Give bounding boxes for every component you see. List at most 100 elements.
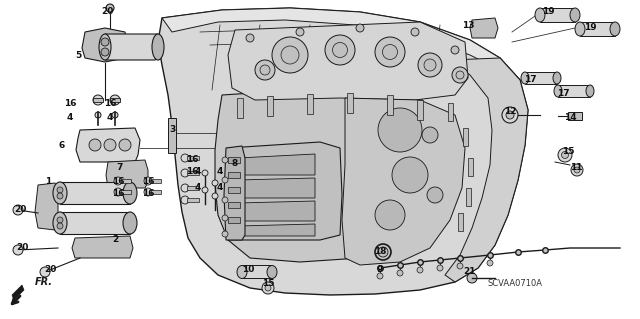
Polygon shape bbox=[242, 265, 272, 278]
Circle shape bbox=[397, 270, 403, 276]
Ellipse shape bbox=[610, 22, 620, 36]
Bar bbox=[347, 93, 353, 113]
Text: 9: 9 bbox=[377, 265, 383, 275]
Text: 16: 16 bbox=[141, 189, 154, 197]
Circle shape bbox=[110, 95, 120, 105]
Circle shape bbox=[13, 245, 23, 255]
Circle shape bbox=[452, 67, 468, 83]
Text: 4: 4 bbox=[107, 114, 113, 122]
Circle shape bbox=[265, 285, 271, 291]
Circle shape bbox=[95, 112, 101, 118]
Bar bbox=[228, 202, 240, 208]
Circle shape bbox=[456, 71, 464, 79]
Ellipse shape bbox=[553, 72, 561, 84]
Text: 4: 4 bbox=[217, 182, 223, 191]
Polygon shape bbox=[540, 8, 575, 22]
Ellipse shape bbox=[586, 85, 594, 97]
Ellipse shape bbox=[123, 212, 137, 234]
Circle shape bbox=[40, 267, 50, 277]
Bar bbox=[267, 96, 273, 116]
Polygon shape bbox=[238, 201, 315, 221]
Text: 17: 17 bbox=[524, 76, 536, 85]
Circle shape bbox=[260, 65, 270, 75]
Text: 15: 15 bbox=[562, 147, 574, 157]
Text: 8: 8 bbox=[232, 159, 238, 167]
Circle shape bbox=[411, 28, 419, 36]
Circle shape bbox=[262, 282, 274, 294]
Text: 13: 13 bbox=[461, 20, 474, 29]
Polygon shape bbox=[238, 154, 315, 175]
Text: 21: 21 bbox=[464, 268, 476, 277]
Text: 16: 16 bbox=[112, 177, 124, 187]
Circle shape bbox=[418, 53, 442, 77]
Text: 20: 20 bbox=[16, 243, 28, 253]
Ellipse shape bbox=[267, 265, 277, 278]
Circle shape bbox=[437, 265, 443, 271]
Ellipse shape bbox=[570, 8, 580, 22]
Bar bbox=[228, 217, 240, 223]
Circle shape bbox=[89, 139, 101, 151]
Circle shape bbox=[202, 170, 208, 176]
Polygon shape bbox=[60, 182, 130, 204]
Circle shape bbox=[356, 24, 364, 32]
Polygon shape bbox=[106, 160, 148, 188]
Polygon shape bbox=[60, 212, 130, 234]
Text: 4: 4 bbox=[195, 182, 201, 191]
Bar bbox=[568, 112, 582, 120]
Circle shape bbox=[457, 263, 463, 269]
Ellipse shape bbox=[123, 182, 137, 204]
Polygon shape bbox=[238, 178, 315, 198]
Circle shape bbox=[574, 167, 580, 173]
Text: 20: 20 bbox=[44, 265, 56, 275]
Circle shape bbox=[181, 196, 189, 204]
Circle shape bbox=[383, 44, 397, 60]
Circle shape bbox=[114, 188, 122, 196]
Circle shape bbox=[112, 112, 118, 118]
Ellipse shape bbox=[575, 22, 585, 36]
Text: 1: 1 bbox=[45, 177, 51, 187]
Bar bbox=[187, 171, 199, 175]
Text: 11: 11 bbox=[570, 164, 582, 173]
Circle shape bbox=[422, 127, 438, 143]
Circle shape bbox=[377, 273, 383, 279]
Bar bbox=[151, 179, 161, 183]
Ellipse shape bbox=[535, 8, 545, 22]
Text: 19: 19 bbox=[541, 8, 554, 17]
Circle shape bbox=[222, 197, 228, 203]
Circle shape bbox=[181, 154, 189, 162]
Circle shape bbox=[13, 205, 23, 215]
Circle shape bbox=[392, 157, 428, 193]
Circle shape bbox=[212, 193, 218, 199]
Bar bbox=[228, 187, 240, 193]
Bar bbox=[307, 94, 313, 114]
Circle shape bbox=[114, 177, 122, 185]
Polygon shape bbox=[105, 34, 160, 60]
Text: 18: 18 bbox=[374, 248, 387, 256]
Circle shape bbox=[104, 139, 116, 151]
Circle shape bbox=[427, 187, 443, 203]
Text: 20: 20 bbox=[14, 205, 26, 214]
Bar bbox=[458, 213, 463, 231]
Bar bbox=[168, 118, 176, 153]
Polygon shape bbox=[82, 28, 128, 62]
Circle shape bbox=[417, 267, 423, 273]
Polygon shape bbox=[12, 285, 24, 300]
Text: 2: 2 bbox=[112, 235, 118, 244]
Circle shape bbox=[451, 46, 459, 54]
Circle shape bbox=[571, 164, 583, 176]
Text: 17: 17 bbox=[557, 88, 570, 98]
Text: 16: 16 bbox=[112, 189, 124, 197]
Text: 16: 16 bbox=[141, 177, 154, 187]
Bar bbox=[387, 95, 393, 115]
Circle shape bbox=[222, 177, 228, 183]
Circle shape bbox=[222, 157, 228, 163]
Text: 4: 4 bbox=[217, 167, 223, 176]
Polygon shape bbox=[238, 224, 315, 236]
Circle shape bbox=[502, 107, 518, 123]
Text: 6: 6 bbox=[59, 140, 65, 150]
Text: 16: 16 bbox=[186, 154, 198, 164]
Bar bbox=[121, 190, 131, 194]
Bar bbox=[93, 98, 103, 102]
Ellipse shape bbox=[237, 265, 247, 278]
Bar bbox=[187, 198, 199, 202]
